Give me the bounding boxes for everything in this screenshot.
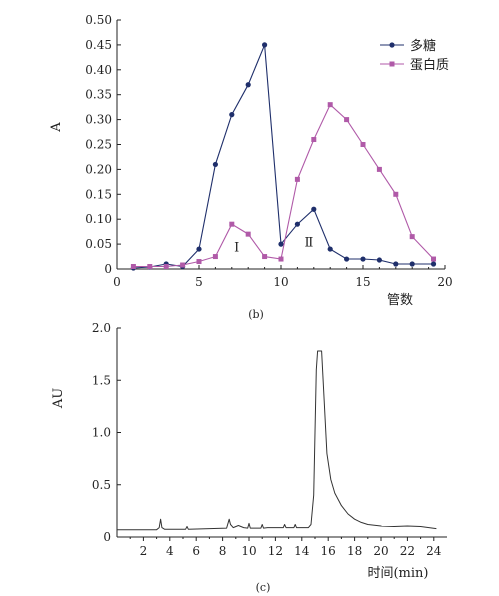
y-tick-label: 0.10	[85, 212, 112, 226]
data-point	[344, 256, 350, 262]
y-tick-label: 2.0	[92, 321, 111, 335]
data-point	[212, 254, 218, 260]
y-tick-label: 0.5	[92, 478, 111, 492]
chromatogram-trace	[117, 350, 437, 531]
chart-c-caption: (c)	[256, 581, 271, 594]
x-tick-label: 15	[355, 275, 370, 289]
data-point	[294, 176, 300, 182]
x-tick-label: 2	[140, 544, 148, 558]
y-tick-label: 0.05	[85, 237, 112, 251]
y-tick-label: 0.20	[85, 162, 112, 176]
data-point	[294, 221, 300, 227]
x-tick-label: 14	[294, 544, 310, 558]
chart-b: 0 0.05 0.10 0.15 0.20 0.25 0.30 0.35 0.40 0.45 0.5…	[49, 13, 453, 321]
chart-b-axes: 0 0.05 0.10 0.15 0.20 0.25 0.30 0.35 0.40 0.45 0.5…	[85, 13, 452, 289]
y-tick-label: 0.45	[85, 38, 112, 52]
data-point	[245, 82, 251, 88]
legend-label-polysaccharide: 多糖	[410, 38, 436, 54]
data-point	[360, 256, 366, 262]
data-point	[409, 261, 415, 267]
data-point	[409, 234, 415, 240]
x-tick-label: 10	[241, 544, 256, 558]
x-tick-label: 16	[321, 544, 336, 558]
peak-annotation: Ⅱ	[304, 236, 313, 251]
y-tick-label: 0.15	[85, 187, 112, 201]
chart-c-xlabel: 时间(min)	[367, 566, 428, 581]
y-tick-label: 0	[104, 262, 112, 276]
chart-b-caption: (b)	[248, 308, 264, 321]
data-point	[278, 241, 284, 247]
data-point	[262, 42, 268, 48]
y-tick-label: 1.0	[92, 426, 111, 440]
data-point	[262, 254, 268, 260]
data-point	[393, 261, 399, 267]
data-point	[344, 117, 350, 123]
data-point	[147, 264, 153, 270]
y-tick-label: 1.5	[92, 373, 111, 387]
series-line-0	[133, 44, 434, 269]
x-tick-label: 20	[437, 275, 452, 289]
data-point	[430, 261, 437, 267]
chart-c-series	[117, 350, 437, 531]
legend-label-protein: 蛋白质	[410, 57, 449, 73]
data-point	[360, 142, 366, 147]
data-point	[278, 256, 284, 262]
chart-c: 00.51.01.52.02 4 6 8 10 12 14 16 18 20 22 24 时间(min…	[51, 321, 447, 594]
x-tick-label: 4	[166, 544, 174, 558]
data-point	[327, 246, 333, 252]
data-point	[212, 161, 218, 168]
x-tick-label: 20	[373, 544, 388, 558]
x-tick-label: 6	[192, 544, 200, 558]
data-point	[245, 231, 251, 237]
y-tick-label: 0.40	[85, 63, 112, 77]
x-tick-label: 18	[347, 544, 362, 558]
x-tick-label: 24	[426, 544, 442, 558]
legend-marker-polysaccharide	[389, 42, 395, 48]
data-point	[393, 191, 399, 197]
data-point	[229, 112, 235, 118]
chart-b-xlabel: 管数	[387, 293, 413, 308]
x-tick-label: 0	[113, 275, 121, 289]
data-point	[431, 256, 437, 262]
data-point	[311, 137, 317, 143]
data-point	[163, 264, 169, 270]
data-point	[376, 166, 382, 172]
x-tick-label: 22	[400, 544, 415, 558]
data-point	[130, 264, 136, 270]
x-tick-label: 8	[219, 544, 227, 558]
data-point	[327, 102, 333, 108]
y-tick-label: 0.35	[85, 88, 112, 102]
data-point	[196, 246, 202, 252]
data-point	[376, 257, 382, 263]
chart-c-ylabel: AU	[51, 388, 66, 409]
data-point	[196, 259, 202, 265]
chart-b-legend: 多糖 蛋白质	[380, 38, 449, 73]
y-tick-label: 0.50	[85, 13, 112, 27]
y-tick-label: 0.30	[85, 113, 112, 127]
x-tick-label: 12	[268, 544, 283, 558]
chart-b-ylabel: A	[49, 122, 64, 133]
data-point	[229, 221, 235, 227]
legend-marker-protein	[389, 61, 395, 67]
data-point	[311, 206, 317, 212]
chart-c-axes: 00.51.01.52.02 4 6 8 10 12 14 16 18 20 22 24	[92, 321, 447, 558]
y-tick-label: 0.25	[85, 138, 112, 152]
data-point	[180, 262, 186, 268]
peak-annotation: Ⅰ	[234, 241, 239, 256]
y-tick-label: 0	[103, 530, 111, 544]
series-line-1	[133, 103, 434, 268]
x-tick-label: 5	[195, 275, 203, 289]
x-tick-label: 10	[273, 275, 288, 289]
